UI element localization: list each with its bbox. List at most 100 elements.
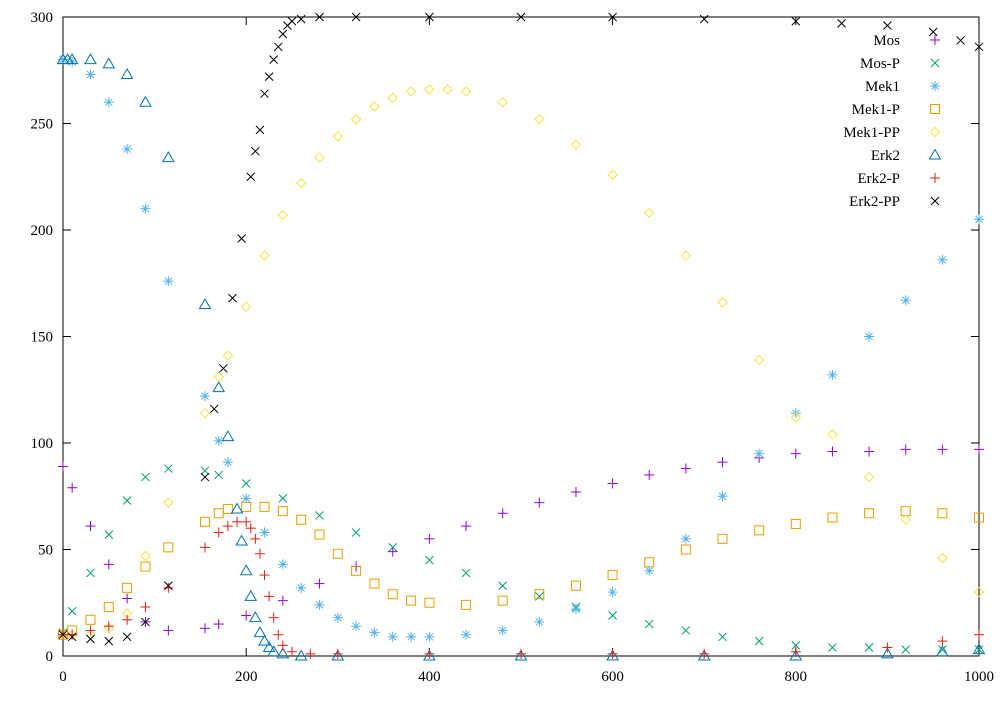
- data-point: [218, 364, 228, 373]
- data-point: [287, 646, 297, 657]
- data-point: [717, 457, 728, 468]
- data-point: [497, 508, 508, 519]
- data-point: [753, 354, 765, 366]
- data-point: [973, 586, 985, 598]
- data-point: [296, 514, 307, 525]
- data-point: [305, 648, 316, 659]
- data-point: [241, 516, 252, 527]
- data-point: [974, 645, 984, 654]
- x-tick-label: 600: [601, 669, 624, 685]
- data-point: [140, 561, 151, 572]
- data-point: [680, 463, 691, 474]
- legend-marker: [930, 81, 940, 91]
- data-point: [163, 464, 173, 473]
- data-point: [754, 525, 765, 536]
- data-point: [937, 444, 948, 455]
- data-point: [221, 430, 235, 442]
- legend-marker: [930, 104, 940, 114]
- data-point: [239, 564, 253, 576]
- data-point: [163, 581, 173, 591]
- data-point: [277, 209, 289, 221]
- data-point: [864, 446, 875, 457]
- data-point: [516, 12, 526, 22]
- legend-label: Mos-P: [860, 56, 900, 72]
- data-point: [863, 471, 875, 483]
- data-point: [200, 466, 210, 476]
- data-point: [240, 301, 252, 312]
- data-point: [228, 293, 237, 303]
- y-tick-label: 250: [31, 117, 54, 133]
- data-point: [516, 648, 526, 659]
- series-mos-p: [58, 464, 984, 654]
- data-point: [570, 580, 581, 591]
- x-tick-label: 800: [785, 669, 808, 685]
- legend-marker: [930, 35, 940, 45]
- data-point: [790, 646, 801, 657]
- data-point: [883, 21, 892, 30]
- legend-label: Mek1-PP: [843, 125, 900, 141]
- data-point: [332, 648, 343, 659]
- data-point: [314, 529, 325, 540]
- data-point: [85, 614, 96, 625]
- data-point: [140, 602, 151, 613]
- data-point: [230, 502, 244, 514]
- data-point: [199, 407, 211, 419]
- data-point: [387, 631, 398, 642]
- data-point: [460, 86, 472, 97]
- data-point: [85, 521, 96, 532]
- x-tick-label: 200: [235, 669, 258, 685]
- data-point: [269, 55, 279, 64]
- data-point: [122, 496, 132, 505]
- data-point: [213, 508, 224, 519]
- data-point: [935, 645, 949, 657]
- data-point: [254, 548, 265, 559]
- data-point: [974, 512, 984, 523]
- data-point: [791, 16, 801, 26]
- data-point: [199, 542, 210, 553]
- legend-label: Erk2: [871, 148, 900, 164]
- data-point: [241, 493, 252, 504]
- data-point: [790, 412, 802, 423]
- data-point: [122, 632, 132, 642]
- data-point: [461, 599, 472, 610]
- data-point: [209, 404, 219, 414]
- data-point: [442, 84, 453, 95]
- data-point: [369, 578, 380, 589]
- data-point: [423, 649, 436, 661]
- data-point: [332, 612, 343, 623]
- data-point: [200, 472, 210, 482]
- legend-marker: [930, 58, 940, 68]
- data-point: [972, 643, 986, 655]
- data-point: [273, 42, 283, 52]
- data-point: [163, 542, 174, 553]
- data-point: [937, 508, 948, 519]
- data-point: [67, 632, 77, 642]
- series-erk2-p: [58, 516, 984, 659]
- data-point: [717, 533, 728, 544]
- data-point: [163, 582, 174, 593]
- data-point: [276, 647, 290, 659]
- data-point: [199, 516, 210, 527]
- data-point: [864, 643, 874, 652]
- legend-marker: [929, 126, 941, 138]
- data-point: [424, 84, 435, 95]
- data-point: [351, 621, 362, 632]
- data-point: [140, 550, 151, 562]
- x-tick-label: 1000: [964, 669, 994, 685]
- data-point: [864, 508, 875, 519]
- y-tick-label: 50: [38, 543, 53, 559]
- data-point: [606, 649, 619, 661]
- data-point: [697, 649, 711, 661]
- data-point: [644, 557, 655, 568]
- data-point: [67, 606, 77, 616]
- data-point: [974, 629, 984, 640]
- data-point: [717, 297, 728, 308]
- tick-layer: 0 200 400 600 800 1000 0 50 100 150 200 250 300: [31, 10, 995, 685]
- data-point: [58, 461, 68, 472]
- data-point: [974, 214, 984, 225]
- data-point: [937, 636, 948, 647]
- y-tick-label: 100: [31, 436, 54, 452]
- data-point: [644, 619, 654, 629]
